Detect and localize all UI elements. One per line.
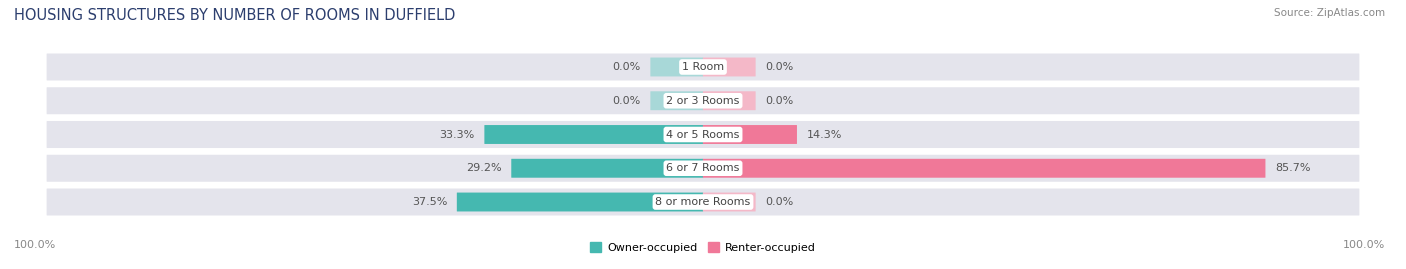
Text: 0.0%: 0.0% <box>765 62 793 72</box>
Text: 29.2%: 29.2% <box>465 163 502 173</box>
FancyBboxPatch shape <box>703 125 797 144</box>
Text: 85.7%: 85.7% <box>1275 163 1310 173</box>
Text: 8 or more Rooms: 8 or more Rooms <box>655 197 751 207</box>
Text: HOUSING STRUCTURES BY NUMBER OF ROOMS IN DUFFIELD: HOUSING STRUCTURES BY NUMBER OF ROOMS IN… <box>14 8 456 23</box>
FancyBboxPatch shape <box>46 189 1360 215</box>
FancyBboxPatch shape <box>703 193 755 211</box>
Text: Source: ZipAtlas.com: Source: ZipAtlas.com <box>1274 8 1385 18</box>
Text: 4 or 5 Rooms: 4 or 5 Rooms <box>666 129 740 140</box>
FancyBboxPatch shape <box>485 125 703 144</box>
Text: 37.5%: 37.5% <box>412 197 447 207</box>
FancyBboxPatch shape <box>703 58 755 76</box>
Text: 14.3%: 14.3% <box>807 129 842 140</box>
Text: 2 or 3 Rooms: 2 or 3 Rooms <box>666 96 740 106</box>
Text: 6 or 7 Rooms: 6 or 7 Rooms <box>666 163 740 173</box>
Text: 1 Room: 1 Room <box>682 62 724 72</box>
FancyBboxPatch shape <box>703 159 1265 178</box>
Text: 0.0%: 0.0% <box>765 96 793 106</box>
Text: 100.0%: 100.0% <box>14 240 56 250</box>
Text: 0.0%: 0.0% <box>613 96 641 106</box>
FancyBboxPatch shape <box>703 91 755 110</box>
FancyBboxPatch shape <box>651 58 703 76</box>
FancyBboxPatch shape <box>46 121 1360 148</box>
FancyBboxPatch shape <box>457 193 703 211</box>
Legend: Owner-occupied, Renter-occupied: Owner-occupied, Renter-occupied <box>591 242 815 253</box>
FancyBboxPatch shape <box>512 159 703 178</box>
Text: 100.0%: 100.0% <box>1343 240 1385 250</box>
FancyBboxPatch shape <box>651 91 703 110</box>
FancyBboxPatch shape <box>46 155 1360 182</box>
FancyBboxPatch shape <box>46 87 1360 114</box>
Text: 0.0%: 0.0% <box>613 62 641 72</box>
FancyBboxPatch shape <box>46 54 1360 80</box>
Text: 0.0%: 0.0% <box>765 197 793 207</box>
Text: 33.3%: 33.3% <box>440 129 475 140</box>
